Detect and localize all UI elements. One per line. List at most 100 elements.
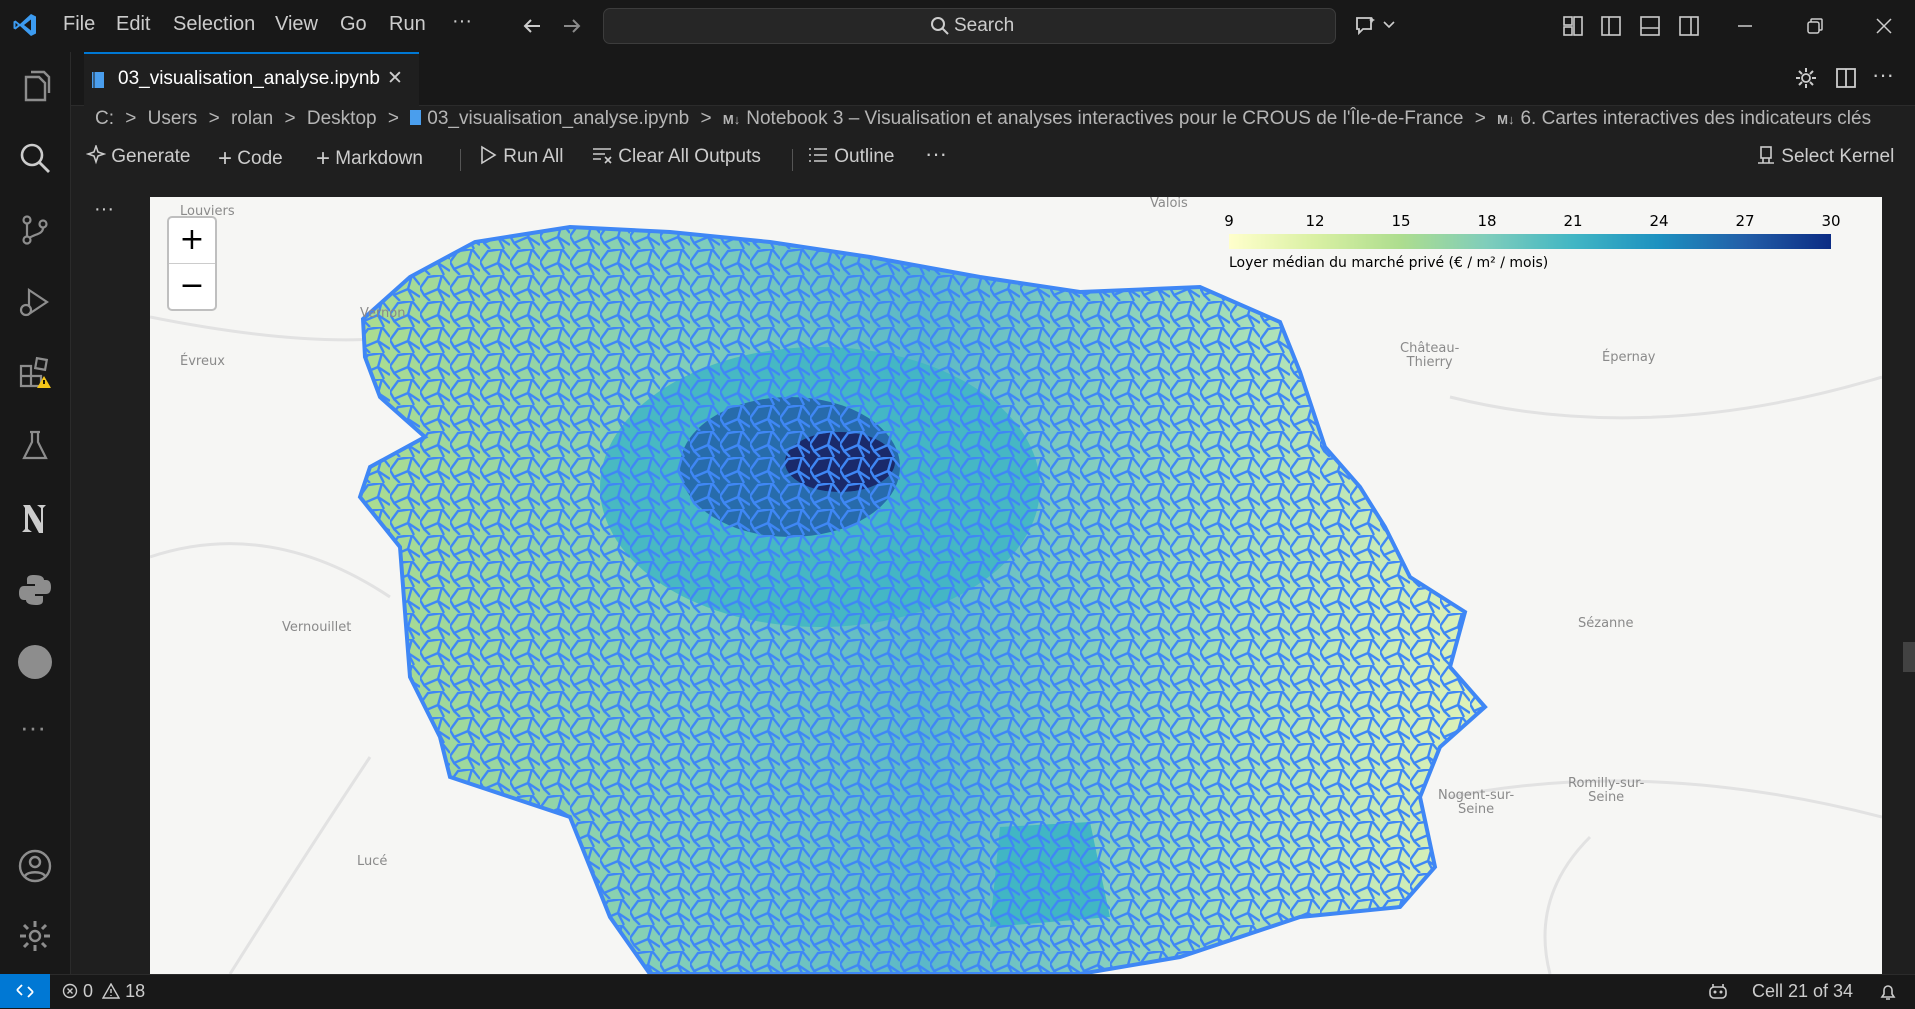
- editor-scrollbar-thumb[interactable]: [1903, 642, 1915, 672]
- breadcrumb-users[interactable]: Users: [147, 108, 198, 129]
- breadcrumb-separator-icon: >: [284, 108, 296, 129]
- command-center-search[interactable]: Search: [603, 8, 1336, 44]
- add-code-cell-button[interactable]: + Code: [218, 145, 283, 173]
- menu-selection[interactable]: Selection: [173, 13, 256, 35]
- toggle-panel-icon[interactable]: [1639, 15, 1661, 37]
- menu-edit[interactable]: Edit: [116, 13, 151, 35]
- legend-tick: 18: [1477, 212, 1497, 230]
- minimize-icon[interactable]: [1735, 16, 1755, 36]
- breadcrumb-notebook-heading[interactable]: Notebook 3 – Visualisation et analyses i…: [746, 108, 1464, 129]
- back-arrow-icon[interactable]: [520, 14, 544, 38]
- generate-button[interactable]: Generate: [85, 143, 191, 168]
- problems-indicator[interactable]: 0 18: [62, 981, 145, 1002]
- tab-notebook[interactable]: 03_visualisation_analyse.ipynb ✕: [84, 52, 419, 107]
- breadcrumb-rolan[interactable]: rolan: [230, 108, 274, 129]
- search-view-icon[interactable]: [17, 140, 53, 176]
- notifications-bell-icon[interactable]: [1878, 982, 1898, 1002]
- testing-icon[interactable]: [17, 428, 53, 464]
- legend-tick: 15: [1391, 212, 1411, 230]
- vscode-logo-icon: [13, 14, 36, 36]
- place-label-luce: Lucé: [357, 854, 388, 869]
- chevron-down-icon[interactable]: [1383, 20, 1395, 30]
- notebook-toolbar: Generate + Code + Markdown Run All Clear…: [71, 141, 1915, 177]
- breadcrumb-section-heading[interactable]: 6. Cartes interactives des indicateurs c…: [1520, 108, 1872, 129]
- error-icon: [62, 983, 78, 999]
- breadcrumb-separator-icon: >: [1474, 108, 1486, 129]
- run-all-label: Run All: [503, 146, 564, 167]
- legend-tick: 21: [1563, 212, 1583, 230]
- kernel-icon: [1758, 146, 1774, 164]
- editor-more-actions-icon[interactable]: ···: [1872, 62, 1894, 87]
- place-label-sezanne: Sézanne: [1578, 616, 1634, 631]
- breadcrumb-separator-icon: >: [208, 108, 220, 129]
- breadcrumb-drive[interactable]: C:: [95, 108, 114, 129]
- select-kernel-button[interactable]: Select Kernel: [1756, 145, 1894, 168]
- add-markdown-cell-button[interactable]: + Markdown: [316, 145, 423, 173]
- notebook-settings-gear-icon[interactable]: [1794, 66, 1818, 90]
- toolbar-more-button[interactable]: ···: [925, 141, 947, 166]
- search-icon: [931, 17, 949, 35]
- manage-gear-icon[interactable]: [17, 918, 53, 954]
- toggle-primary-sidebar-icon[interactable]: [1600, 15, 1622, 37]
- copilot-icon[interactable]: [1354, 14, 1380, 38]
- clear-all-outputs-button[interactable]: Clear All Outputs: [591, 145, 761, 168]
- interactive-choropleth-map[interactable]: Louviers Valois Vernon Évreux Château- T…: [150, 197, 1882, 974]
- python-icon[interactable]: [17, 572, 53, 608]
- map-canvas[interactable]: [150, 197, 1882, 974]
- remote-indicator-button[interactable]: [0, 974, 50, 1008]
- zoom-out-button[interactable]: −: [179, 268, 205, 303]
- breadcrumb-separator-icon: >: [125, 108, 137, 129]
- markdown-label: Markdown: [335, 148, 423, 169]
- plus-icon: +: [218, 145, 233, 172]
- title-bar: File Edit Selection View Go Run ··· Sear…: [0, 0, 1915, 53]
- split-editor-icon[interactable]: [1834, 66, 1858, 90]
- forward-arrow-icon[interactable]: [560, 14, 584, 38]
- explorer-icon[interactable]: [17, 68, 53, 104]
- extensions-icon[interactable]: [17, 356, 53, 392]
- toggle-secondary-sidebar-icon[interactable]: [1678, 15, 1700, 37]
- status-bar: 0 18 Cell 21 of 34: [0, 974, 1915, 1009]
- menu-file[interactable]: File: [63, 13, 96, 35]
- copilot-status-icon[interactable]: [1707, 982, 1729, 1002]
- customize-layout-icon[interactable]: [1562, 15, 1584, 37]
- remote-connection-icon: [16, 984, 34, 998]
- warning-icon: [101, 982, 121, 999]
- menu-more[interactable]: ···: [452, 10, 472, 32]
- more-views-icon[interactable]: ···: [20, 712, 46, 742]
- legend-tick: 30: [1821, 212, 1841, 230]
- region-outline: [357, 224, 1488, 974]
- notion-n-icon[interactable]: [17, 500, 53, 536]
- place-label-romilly: Romilly-sur- Seine: [1568, 776, 1645, 805]
- tab-close-icon[interactable]: ✕: [387, 68, 403, 89]
- source-control-icon[interactable]: [17, 212, 53, 248]
- toolbar-divider: [792, 149, 793, 171]
- menu-run[interactable]: Run: [389, 13, 426, 35]
- plus-icon: +: [316, 145, 331, 172]
- map-color-legend: 9 12 15 18 21 24 27 30 Loyer médian du m…: [1215, 212, 1840, 282]
- run-all-button[interactable]: Run All: [478, 145, 563, 168]
- outline-button[interactable]: Outline: [807, 145, 894, 168]
- zoom-in-button[interactable]: +: [169, 218, 215, 264]
- menu-go[interactable]: Go: [340, 13, 367, 35]
- select-kernel-label: Select Kernel: [1781, 146, 1895, 167]
- legend-tick: 27: [1735, 212, 1755, 230]
- generate-label: Generate: [111, 146, 191, 167]
- breadcrumb-desktop[interactable]: Desktop: [306, 108, 377, 129]
- run-debug-icon[interactable]: [17, 284, 53, 320]
- cell-position-indicator[interactable]: Cell 21 of 34: [1752, 981, 1854, 1001]
- place-label-chateau-thierry: Château- Thierry: [1400, 341, 1460, 370]
- accounts-icon[interactable]: [17, 848, 53, 884]
- remote-explorer-icon[interactable]: [17, 644, 53, 680]
- legend-color-bar: [1229, 234, 1831, 249]
- cell-output-menu[interactable]: ···: [94, 198, 114, 220]
- ile-de-france-communes[interactable]: [350, 217, 1500, 974]
- tab-title: 03_visualisation_analyse.ipynb: [118, 68, 380, 89]
- close-window-icon[interactable]: [1874, 16, 1894, 36]
- breadcrumb-file[interactable]: 03_visualisation_analyse.ipynb: [427, 108, 690, 129]
- restore-icon[interactable]: [1805, 16, 1825, 36]
- activity-bar: ···: [0, 52, 71, 974]
- place-label-vernouillet: Vernouillet: [282, 620, 352, 635]
- menu-view[interactable]: View: [275, 13, 318, 35]
- breadcrumb-separator-icon: >: [700, 108, 712, 129]
- markdown-icon: M↓: [722, 112, 741, 127]
